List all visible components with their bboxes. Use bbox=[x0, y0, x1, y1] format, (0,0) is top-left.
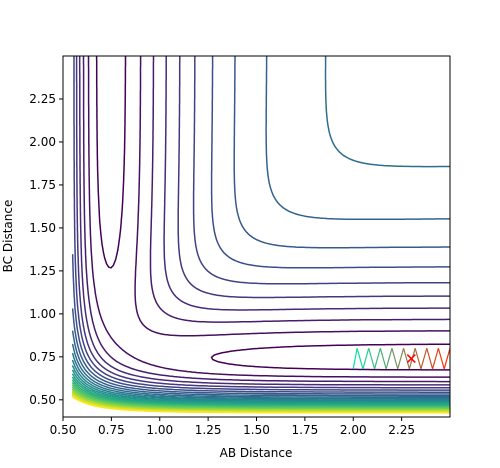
trajectory-segment bbox=[373, 348, 381, 370]
y-tick-label: 1.75 bbox=[29, 178, 56, 192]
trajectory-segment bbox=[402, 348, 410, 370]
trajectory-segment bbox=[432, 348, 439, 370]
trajectory-segment bbox=[426, 348, 434, 370]
trajectory-segment bbox=[437, 348, 445, 370]
y-tick-label: 1.25 bbox=[29, 264, 56, 278]
contour-level bbox=[71, 56, 450, 397]
x-tick-label: 0.75 bbox=[98, 423, 125, 437]
contour-level bbox=[87, 56, 450, 378]
contour-level bbox=[71, 379, 450, 407]
trajectory-segment bbox=[379, 348, 387, 370]
y-tick-label: 1.00 bbox=[29, 307, 56, 321]
contour-level bbox=[71, 373, 450, 405]
x-tick-label: 1.25 bbox=[195, 423, 222, 437]
contour-level bbox=[71, 56, 450, 398]
trajectory-segment bbox=[397, 348, 405, 370]
x-tick-label: 2.25 bbox=[388, 423, 415, 437]
contour-level bbox=[71, 396, 450, 414]
trajectory-segment bbox=[368, 348, 376, 370]
trajectory-segment bbox=[420, 348, 428, 370]
y-tick-label: 0.50 bbox=[29, 393, 56, 407]
contour-level bbox=[71, 382, 450, 408]
x-tick-label: 1.00 bbox=[146, 423, 173, 437]
contour-level bbox=[71, 376, 450, 406]
marker-stroke bbox=[406, 354, 416, 364]
contour-level bbox=[71, 388, 450, 410]
marker bbox=[406, 354, 416, 364]
y-tick-label: 2.25 bbox=[29, 92, 56, 106]
contour-level bbox=[71, 369, 450, 404]
trajectory-segment bbox=[356, 348, 364, 370]
contour-level bbox=[71, 386, 450, 410]
trajectory-segment bbox=[443, 348, 450, 370]
trajectory bbox=[352, 348, 450, 370]
contour-level bbox=[82, 56, 450, 383]
contour-level bbox=[73, 56, 450, 391]
contour-level bbox=[75, 56, 450, 389]
trajectory-segment bbox=[391, 348, 399, 370]
x-axis-ticks: 0.50 0.75 1.00 1.25 1.50 1.75 2.00 2.25 bbox=[50, 417, 415, 437]
contour-level bbox=[95, 56, 450, 371]
x-axis-label: AB Distance bbox=[220, 446, 293, 460]
contour-level bbox=[71, 352, 450, 400]
x-tick-label: 1.50 bbox=[243, 423, 270, 437]
contour-level bbox=[71, 56, 450, 395]
y-tick-label: 0.75 bbox=[29, 350, 56, 364]
contour-level bbox=[71, 365, 450, 402]
y-tick-label: 2.00 bbox=[29, 135, 56, 149]
trajectory-segment bbox=[414, 348, 422, 370]
y-tick-label: 1.50 bbox=[29, 221, 56, 235]
trajectory-segment bbox=[385, 348, 393, 370]
y-axis-ticks: 0.50 0.75 1.00 1.25 1.50 1.75 2.00 2.25 bbox=[29, 92, 63, 407]
x-tick-label: 2.00 bbox=[340, 423, 367, 437]
contour-level bbox=[71, 384, 450, 409]
contour-level bbox=[71, 56, 450, 393]
contour-lines bbox=[71, 56, 450, 414]
x-tick-label: 0.50 bbox=[50, 423, 77, 437]
x-tick-label: 1.75 bbox=[292, 423, 319, 437]
contour-level bbox=[78, 56, 450, 386]
trajectory-segment bbox=[352, 348, 358, 369]
y-axis-label: BC Distance bbox=[1, 200, 15, 273]
contour-level bbox=[71, 359, 450, 401]
trajectory-segment bbox=[362, 348, 370, 370]
